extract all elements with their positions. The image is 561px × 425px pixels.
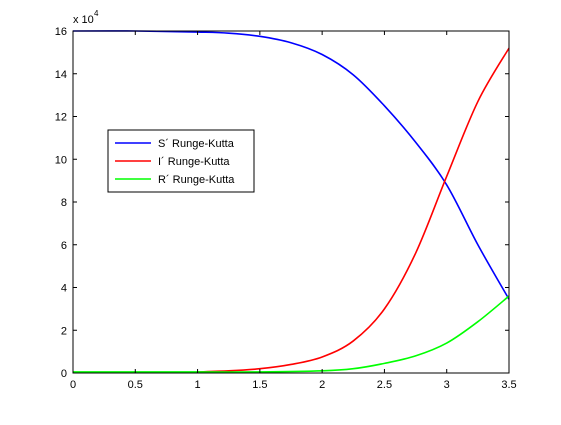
legend-label: S´ Runge-Kutta [158,138,235,150]
y-tick-label: 16 [55,26,67,38]
y-tick-labels: 0 2 4 6 8 10 12 14 16 [55,26,67,380]
y-tick-label: 6 [61,240,67,252]
x-tick-label: 2 [319,379,325,391]
x-tick-label: 3 [444,379,450,391]
x-tick-label: 0.5 [128,379,143,391]
y-tick-label: 8 [61,197,67,209]
y-tick-label: 10 [55,154,67,166]
x-tick-labels: 0 0.5 1 1.5 2 2.5 3 3.5 [70,379,517,391]
series-line-i [197,47,510,373]
y-tick-label: 14 [55,69,67,81]
y-multiplier-exponent: 4 [94,9,99,18]
series-line-r [73,295,510,373]
series-layer [72,30,510,373]
legend-label: R´ Runge-Kutta [158,174,235,186]
x-tick-label: 1 [195,379,201,391]
y-tick-label: 4 [61,283,67,295]
y-tick-label: 12 [55,112,67,124]
tick-layer [72,30,510,374]
x-tick-label: 0 [70,379,76,391]
y-tick-label: 2 [61,325,67,337]
plot-frame [72,30,510,374]
x-tick-label: 1.5 [252,379,267,391]
y-tick-label: 0 [61,368,67,380]
legend-label: I´ Runge-Kutta [158,156,230,168]
x-tick-label: 2.5 [377,379,392,391]
legend: S´ Runge-Kutta I´ Runge-Kutta R´ Runge-Kut… [107,129,255,193]
x-tick-label: 3.5 [501,379,516,391]
y-multiplier-base: x 10 [73,14,94,26]
